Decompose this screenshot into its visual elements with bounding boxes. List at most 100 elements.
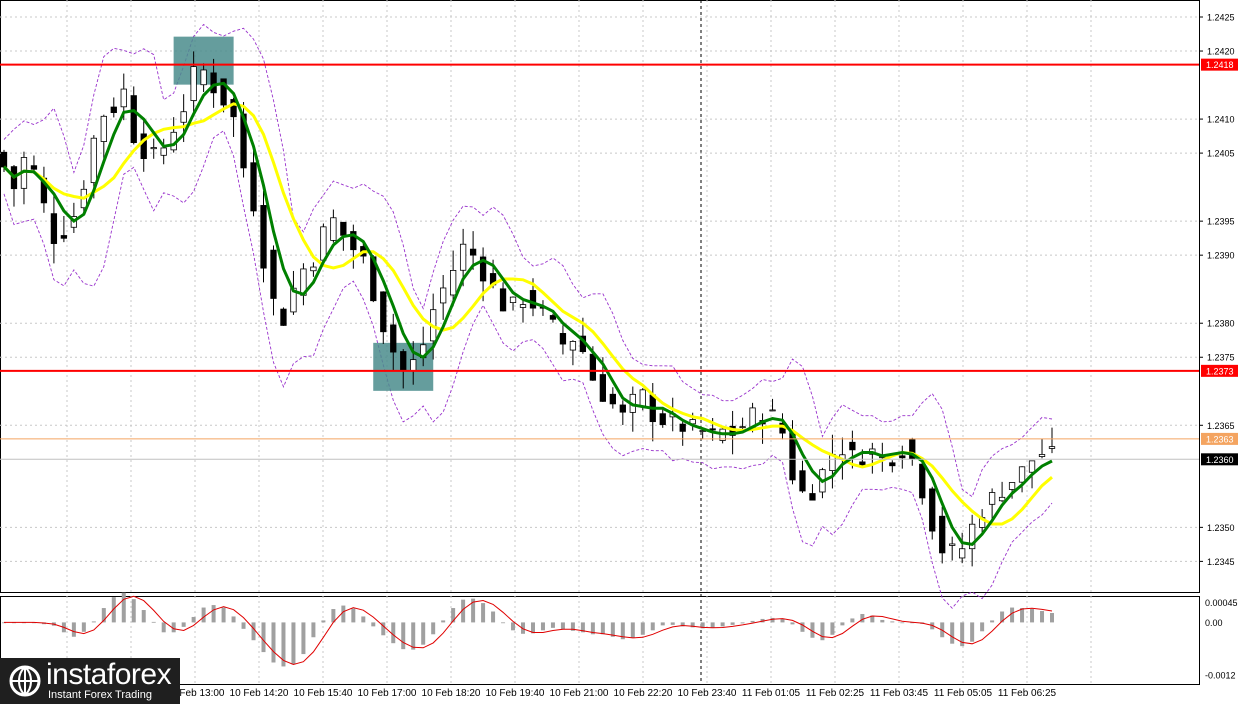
macd-histogram-bar (91, 621, 96, 623)
macd-histogram-bar (1010, 607, 1015, 623)
macd-histogram-bar (720, 622, 725, 627)
macd-histogram-bar (401, 622, 406, 650)
time-tick-label: 10 Feb 23:40 (678, 688, 737, 699)
macd-histogram-bar (1000, 611, 1005, 623)
macd-histogram-bar (880, 619, 885, 623)
candle-body (919, 463, 926, 499)
candle-body (509, 296, 517, 304)
candle-body (230, 99, 237, 118)
candle-body (449, 270, 457, 296)
candle-body (1008, 482, 1016, 490)
macd-histogram-bar (301, 622, 306, 655)
candle-body (559, 333, 567, 345)
macd-histogram-bar (700, 622, 705, 629)
candle-body (519, 304, 527, 308)
macd-histogram-bar (850, 618, 855, 623)
price-tick-label: 1.2390 (1207, 251, 1235, 261)
macd-histogram-bar (830, 622, 835, 635)
macd-histogram-bar (331, 609, 336, 623)
candle-body (988, 492, 996, 505)
candle-body (899, 455, 906, 459)
macd-histogram-bar (660, 622, 665, 626)
macd-histogram-bar (241, 622, 246, 629)
macd-histogram-bar (451, 608, 456, 623)
time-tick-label: 11 Feb 03:45 (870, 688, 929, 699)
macd-histogram-bar (1050, 612, 1054, 623)
macd-panel-frame (0, 596, 1200, 685)
macd-histogram-bar (151, 621, 156, 623)
candle-body (459, 243, 467, 271)
candle-body (639, 389, 646, 407)
macd-histogram-bar (191, 616, 196, 623)
macd-histogram-bar (630, 622, 635, 638)
macd-histogram-bar (710, 622, 715, 628)
macd-histogram-bar (550, 622, 555, 628)
macd-histogram-bar (161, 622, 166, 633)
candle-body (1028, 460, 1036, 473)
macd-panel: 0.00045 0.00 -0.0012 (2, 592, 1238, 681)
candle-body (280, 308, 287, 326)
candle-body (909, 439, 916, 459)
candle-body (120, 88, 127, 108)
candle-body (529, 290, 537, 309)
price-tick-label: 1.2395 (1207, 217, 1235, 227)
time-tick-label: 10 Feb 14:20 (230, 688, 289, 699)
macd-histogram-bar (131, 599, 136, 623)
macd-histogram-bar (910, 622, 915, 624)
candle-body (440, 287, 447, 304)
candle-body (998, 496, 1006, 502)
macd-tick-label: 0.00 (1205, 618, 1223, 628)
price-tick-label: 1.2365 (1207, 421, 1235, 431)
moving-averages (2, 81, 1053, 547)
macd-histogram-bar (491, 611, 496, 623)
macd-histogram-bar (780, 618, 785, 623)
price-level-tag (1201, 432, 1238, 445)
macd-histogram-bar (281, 622, 286, 667)
macd-histogram-bar (391, 622, 396, 644)
macd-histogram-bar (421, 622, 426, 645)
candle-body (659, 413, 666, 425)
macd-histogram-bar (251, 622, 256, 641)
fast-moving-average (2, 81, 1053, 547)
macd-histogram-bar (810, 622, 815, 638)
price-level-label: 1.2360 (1206, 455, 1234, 465)
candle-body (1048, 446, 1056, 449)
macd-histogram-bar (321, 620, 326, 623)
candle-body (769, 409, 776, 412)
price-axis: 1.2425 1.2420 1.2410 1.2405 1.2395 1.2390 1.23… (1199, 13, 1235, 567)
macd-signal-line (4, 595, 1053, 666)
macd-histogram-bar (381, 622, 386, 636)
macd-histogram-bar (740, 622, 745, 624)
macd-histogram-bar (71, 622, 76, 637)
candle-body (100, 115, 107, 142)
macd-histogram-bar (770, 617, 775, 623)
macd-histogram-bar (670, 622, 675, 625)
macd-histogram-bar (870, 615, 875, 623)
macd-histogram-bar (431, 622, 436, 635)
time-axis: 10 Feb 13:00 10 Feb 14:20 10 Feb 15:40 10 F… (166, 688, 1057, 699)
candle-body (50, 213, 58, 244)
price-level-tag (1201, 58, 1238, 71)
macd-histogram-bar (181, 622, 186, 627)
macd-histogram-bar (590, 622, 595, 635)
macd-histogram-bar (271, 622, 276, 663)
candle-body (1038, 454, 1046, 457)
macd-histogram-bar (221, 607, 226, 623)
macd-histogram-bar (261, 622, 266, 653)
time-tick-label: 11 Feb 05:05 (934, 688, 993, 699)
candle-body (180, 111, 187, 123)
macd-histogram-bar (680, 622, 685, 627)
candle-body (210, 72, 217, 94)
candle-body (929, 488, 936, 532)
candle-body (679, 423, 686, 432)
candle-body (949, 543, 956, 546)
macd-histogram-bar (750, 620, 755, 623)
candle-body (569, 341, 577, 351)
macd-histogram-bar (1030, 609, 1035, 623)
price-tick-label: 1.2405 (1207, 149, 1235, 159)
grid (0, 0, 1200, 685)
macd-histogram-bar (530, 622, 535, 634)
time-tick-label: 10 Feb 19:40 (486, 688, 545, 699)
macd-histogram-bar (501, 622, 506, 624)
